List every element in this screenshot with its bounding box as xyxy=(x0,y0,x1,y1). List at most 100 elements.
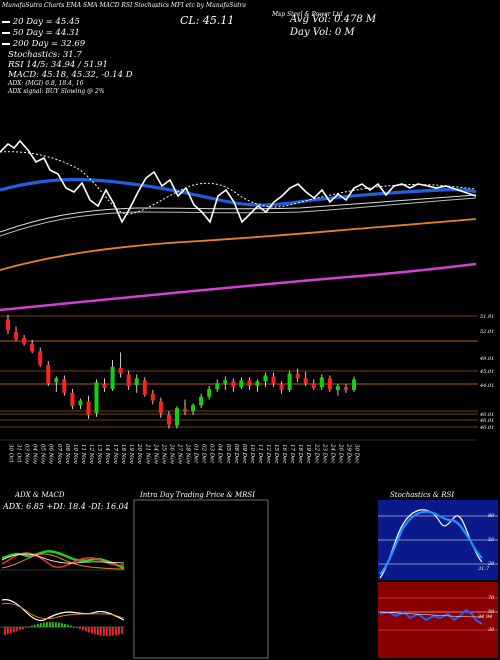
candle-up xyxy=(263,375,268,382)
date-tick-label: 19 Dec xyxy=(305,444,311,464)
ma-line-orange xyxy=(0,218,477,271)
date-tick-label: 05 Dec xyxy=(225,444,231,464)
rsi-level-30: 30 xyxy=(488,627,495,633)
ma-200-label: 200 Day = 32.69 xyxy=(2,39,85,49)
date-tick-label: 18 Nov xyxy=(120,444,126,465)
candle-down xyxy=(247,380,252,387)
candle-up xyxy=(174,408,179,426)
candle-up xyxy=(207,388,212,397)
price-level-label: 52.01 xyxy=(480,329,494,335)
date-axis: 30 Oct 31 Oct 03 Nov 04 Nov 05 Nov 06 Nov 07 N… xyxy=(8,443,360,465)
candle-down xyxy=(102,384,107,388)
candle-up xyxy=(78,400,83,406)
date-tick-label: 14 Nov xyxy=(104,444,110,465)
candle-up xyxy=(352,379,356,390)
stoch-level-50: 50 xyxy=(488,537,495,543)
header-title: MunafaSutra Charts EMA SMA MACD RSI Stoc… xyxy=(2,2,246,9)
candle-down xyxy=(70,392,75,407)
candle-down xyxy=(150,393,155,401)
intraday-panel-title: Intra Day Trading Price & MRSI xyxy=(140,491,255,499)
close-price-label: CL: 45.11 xyxy=(180,14,235,27)
candle-down xyxy=(30,343,35,352)
dash-icon-white xyxy=(2,20,10,23)
date-tick-label: 07 Nov xyxy=(56,444,62,465)
date-tick-label: 29 Dec xyxy=(345,443,351,464)
adx-panel-title: ADX & MACD xyxy=(15,491,65,499)
price-level-lines xyxy=(0,315,478,441)
candle-up xyxy=(287,373,292,390)
date-tick-label: 24 Nov xyxy=(152,443,158,465)
rsi-current-value: 34.94 xyxy=(478,614,493,620)
price-level-label: 40.01 xyxy=(479,418,494,424)
candle-up xyxy=(134,378,139,386)
candle-down xyxy=(142,380,147,395)
candle-up xyxy=(335,386,340,390)
date-tick-label: 03 Nov xyxy=(24,444,30,465)
date-tick-label: 21 Nov xyxy=(144,443,150,465)
stoch-panel-title: Stochastics & RSI xyxy=(390,491,455,499)
adx-label: ADX: (MGI) 6.8, 18.4, 16 xyxy=(8,80,84,87)
date-tick-label: 09 Dec xyxy=(241,444,247,464)
adx-values-label: ADX: 6.85 +DI: 18.4 -DI: 16.04 xyxy=(3,502,129,511)
candle-down xyxy=(166,414,171,425)
date-tick-label: 05 Nov xyxy=(40,444,46,465)
candle-down xyxy=(295,373,300,379)
price-level-label: 40.01 xyxy=(479,425,494,431)
ma-line-grey-2 xyxy=(0,194,477,233)
adx-signal-label: ADX signal: BUY Slowing @ 2% xyxy=(8,88,105,95)
date-tick-label: 08 Nov xyxy=(64,444,70,465)
ma-line-blue xyxy=(0,177,477,207)
price-level-label: 44.01 xyxy=(479,383,494,389)
candle-down xyxy=(303,378,308,384)
candle-up xyxy=(94,382,99,414)
price-level-label: 40.01 xyxy=(479,412,494,418)
dash-icon-white xyxy=(2,31,10,34)
date-tick-label: 11 Dec xyxy=(257,444,263,464)
candle-up xyxy=(319,377,324,388)
candle-down xyxy=(311,383,316,388)
rsi-level-70: 70 xyxy=(488,595,495,601)
price-level-label: 45.01 xyxy=(479,369,494,375)
candle-down xyxy=(6,319,10,331)
stoch-level-20: 20 xyxy=(488,561,495,567)
date-tick-label: 23 Dec xyxy=(321,443,327,464)
date-tick-label: 30 Dec xyxy=(354,444,360,464)
price-level-label: 49.01 xyxy=(479,356,494,362)
date-tick-label: 20 Nov xyxy=(136,443,142,465)
candle-up xyxy=(110,366,115,389)
date-tick-label: 06 Nov xyxy=(48,444,54,465)
date-tick-label: 30 Oct xyxy=(8,444,14,463)
stoch-current-value: 31.7 xyxy=(478,566,490,572)
date-tick-label: 17 Dec xyxy=(289,444,295,464)
date-tick-label: 01 Dec xyxy=(193,444,199,464)
ma-line-dotted xyxy=(0,151,477,215)
candlestick-series xyxy=(6,314,356,429)
date-tick-label: 31 Oct xyxy=(16,444,22,463)
candle-down xyxy=(279,384,284,390)
candle-down xyxy=(183,409,188,412)
avg-volume-label: Avg Vol: 0.478 M xyxy=(290,14,377,25)
candle-up xyxy=(239,380,244,388)
stoch-level-80: 80 xyxy=(488,513,495,519)
candle-up xyxy=(54,378,59,383)
date-tick-label: 10 Nov xyxy=(72,444,78,465)
day-volume-label: Day Vol: 0 M xyxy=(290,27,355,38)
date-tick-label: 18 Dec xyxy=(297,444,303,464)
ma-20-label: 20 Day = 45.45 xyxy=(2,17,80,27)
candle-up xyxy=(199,396,204,406)
date-tick-label: 16 Dec xyxy=(281,444,287,464)
date-tick-label: 15 Dec xyxy=(273,444,279,464)
candle-down xyxy=(327,378,332,389)
date-tick-label: 04 Dec xyxy=(217,444,223,464)
date-tick-label: 26 Nov xyxy=(168,443,174,465)
date-tick-label: 28 Nov xyxy=(185,443,191,465)
candle-down xyxy=(231,381,236,388)
date-tick-label: 17 Nov xyxy=(112,444,118,465)
date-tick-label: 27 Nov xyxy=(176,443,182,465)
ma-50-label: 50 Day = 44.31 xyxy=(2,28,80,38)
candle-down xyxy=(271,376,276,384)
date-tick-label: 02 Dec xyxy=(201,444,207,464)
date-tick-label: 19 Nov xyxy=(128,444,134,465)
